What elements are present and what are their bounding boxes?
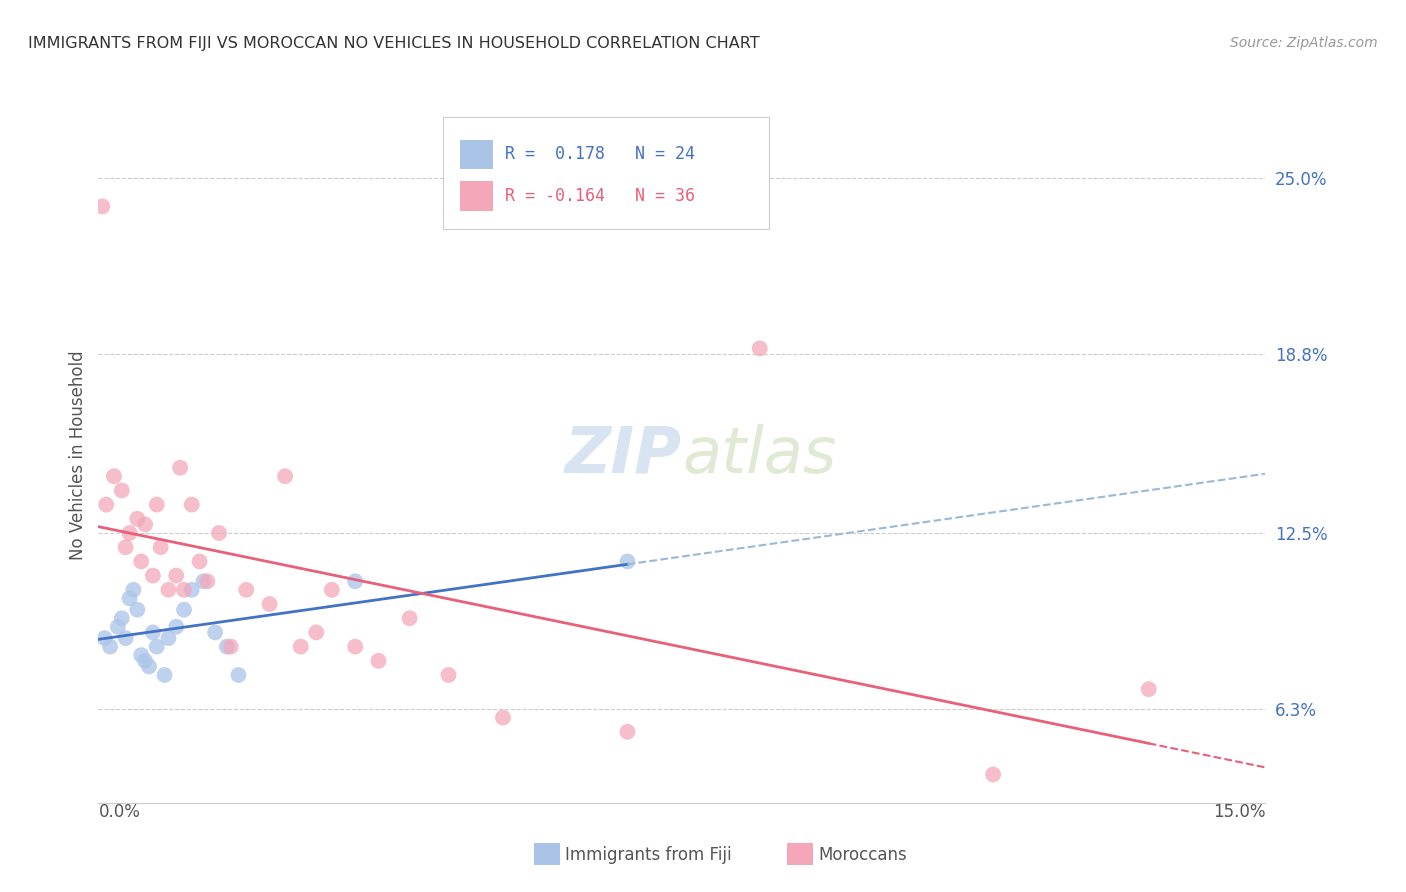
Point (142, 568, 165, 582)
Point (259, 597, 281, 611)
Point (344, 640, 367, 654)
Point (134, 517, 156, 532)
Point (114, 631, 136, 645)
Point (93, 631, 115, 645)
Point (1137, 682, 1160, 697)
Point (146, 498, 169, 512)
Point (180, 498, 202, 512)
Point (215, 640, 238, 654)
Point (305, 625, 328, 640)
Point (165, 568, 187, 582)
Point (173, 582, 195, 597)
Point (274, 469, 297, 483)
Point (195, 574, 218, 589)
Point (157, 631, 180, 645)
Point (96, 498, 118, 512)
Point (290, 640, 312, 654)
Point (146, 640, 169, 654)
Point (228, 668, 250, 682)
Text: atlas: atlas (682, 424, 837, 486)
Point (188, 554, 211, 568)
Point (437, 668, 460, 682)
Text: R =  0.178   N = 24: R = 0.178 N = 24 (505, 145, 695, 163)
Point (204, 625, 226, 640)
Text: IMMIGRANTS FROM FIJI VS MOROCCAN NO VEHICLES IN HOUSEHOLD CORRELATION CHART: IMMIGRANTS FROM FIJI VS MOROCCAN NO VEHI… (28, 36, 759, 51)
Text: Immigrants from Fiji: Immigrants from Fiji (565, 846, 733, 863)
Text: Source: ZipAtlas.com: Source: ZipAtlas.com (1230, 36, 1378, 50)
Point (127, 603, 149, 617)
Point (142, 625, 165, 640)
Y-axis label: No Vehicles in Household: No Vehicles in Household (69, 350, 87, 560)
Point (981, 767, 1004, 781)
Point (157, 582, 180, 597)
Text: ZIP: ZIP (565, 424, 682, 486)
Point (367, 654, 389, 668)
FancyBboxPatch shape (443, 118, 769, 229)
Text: R = -0.164   N = 36: R = -0.164 N = 36 (505, 187, 695, 205)
Point (235, 582, 257, 597)
Point (122, 582, 145, 597)
Point (398, 611, 420, 625)
Point (169, 460, 191, 475)
Point (173, 603, 195, 617)
Point (129, 554, 152, 568)
Point (111, 483, 134, 498)
Point (118, 526, 141, 541)
Text: 0.0%: 0.0% (98, 803, 141, 821)
Point (180, 582, 202, 597)
FancyBboxPatch shape (460, 181, 494, 211)
Point (748, 342, 770, 356)
Point (616, 724, 638, 739)
Point (219, 640, 242, 654)
FancyBboxPatch shape (460, 140, 494, 169)
Point (118, 591, 141, 606)
Point (165, 620, 187, 634)
Point (91, 199, 114, 213)
Point (114, 540, 136, 554)
Text: Moroccans: Moroccans (818, 846, 907, 863)
Point (134, 654, 156, 668)
Point (103, 469, 125, 483)
Point (153, 668, 176, 682)
Point (193, 574, 215, 589)
Point (138, 659, 160, 673)
Point (107, 620, 129, 634)
Text: 15.0%: 15.0% (1213, 803, 1265, 821)
Point (344, 574, 367, 589)
Point (129, 648, 152, 662)
Point (149, 540, 172, 554)
Point (616, 554, 638, 568)
Point (98, 640, 121, 654)
Point (321, 582, 343, 597)
Point (111, 611, 134, 625)
Point (492, 710, 515, 724)
Point (208, 526, 231, 541)
Point (127, 512, 149, 526)
